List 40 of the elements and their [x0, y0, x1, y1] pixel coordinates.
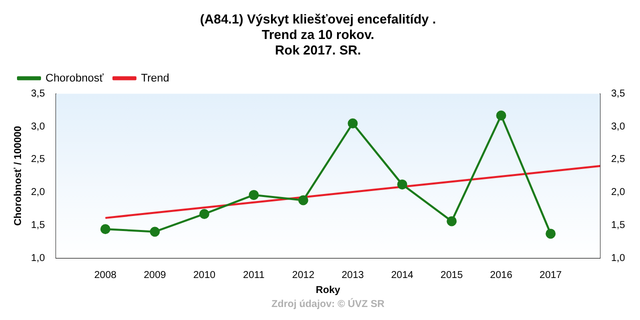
- point: [397, 179, 408, 190]
- legend-label: Trend: [140, 72, 170, 84]
- x-tick-label: 2017: [540, 270, 562, 281]
- y2-tick-label: 2,5: [611, 154, 626, 166]
- text: Zdroj údajov: © ÚVZ SR: [272, 298, 386, 310]
- y-tick-label: 2,5: [30, 154, 46, 166]
- y-tick-label: 3,0: [30, 121, 46, 132]
- point: [496, 110, 506, 120]
- x-tick-label: 2014: [391, 270, 414, 281]
- y-tick-label: 2,0: [30, 187, 46, 198]
- y2-tick-label: 1,5: [611, 220, 626, 231]
- x-tick-label: 2013: [342, 270, 364, 281]
- x-tick-label: 2016: [490, 270, 513, 281]
- y-tick-label: 1,5: [30, 220, 46, 231]
- point: [348, 118, 358, 128]
- point: [150, 226, 160, 237]
- point: [546, 228, 556, 239]
- point: [199, 208, 210, 219]
- y2-tick-label: 1,0: [611, 252, 626, 264]
- text: Rok 2017. SR.: [275, 42, 361, 58]
- y2-tick-label: 3,5: [611, 88, 626, 100]
- x-tick-label: 2012: [292, 270, 315, 281]
- legend-label: Chorobnosť: [46, 72, 104, 84]
- text: Trend za 10 rokov.: [262, 26, 374, 42]
- point: [248, 190, 259, 200]
- x-tick-label: 2011: [243, 270, 265, 281]
- x-tick-label: 2009: [144, 270, 166, 281]
- y-tick-label: 3,5: [30, 88, 46, 100]
- y-tick-label: 1,0: [30, 252, 46, 264]
- y2-tick-label: 2,0: [611, 187, 626, 198]
- y-axis-title: Chorobnosť / 100000: [12, 126, 24, 226]
- point: [298, 195, 308, 206]
- x-axis-title: Roky: [316, 284, 341, 296]
- y2-tick-label: 3,0: [611, 121, 626, 132]
- point: [100, 224, 110, 234]
- x-tick-label: 2015: [440, 270, 464, 281]
- x-tick-label: 2008: [94, 270, 117, 281]
- text: (A84.1) Výskyt kliešťovej encefalitídy .: [200, 11, 436, 26]
- point: [446, 216, 457, 226]
- x-tick-label: 2010: [193, 270, 216, 281]
